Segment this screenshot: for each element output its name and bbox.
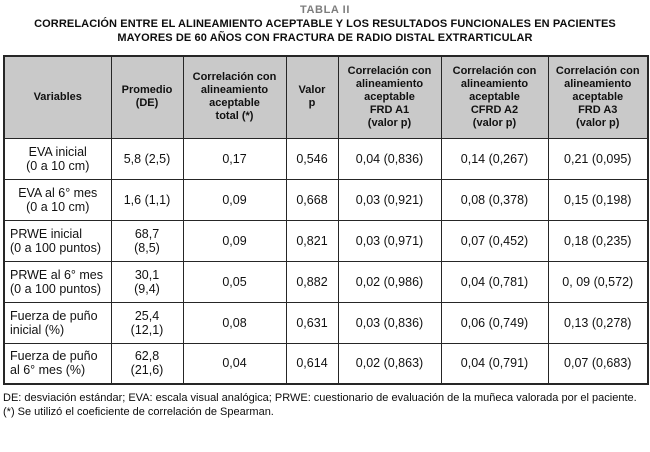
cell-corr-cfrd-a2: 0,04 (0,781) (440, 260, 549, 303)
col-header-corr-frd-a3: Correlación con alineamiento aceptable F… (547, 55, 649, 139)
cell-corr-total: 0,09 (182, 178, 287, 221)
col-header-corr-total: Correlación con alineamiento aceptable t… (182, 55, 287, 139)
cell-corr-cfrd-a2: 0,04 (0,791) (440, 342, 549, 385)
cell-valor-p: 0,668 (285, 178, 339, 221)
table-row-prwe-inicial: PRWE inicial (0 a 100 puntos) 68,7 (8,5)… (3, 219, 649, 262)
cell-corr-frd-a3: 0,15 (0,198) (547, 178, 649, 221)
table-number-label: TABLA II (299, 4, 350, 16)
table-row-fuerza-6mes: Fuerza de puño al 6° mes (%) 62,8 (21,6)… (3, 342, 649, 385)
col-header-variables: Variables (3, 55, 112, 139)
cell-corr-cfrd-a2: 0,14 (0,267) (440, 137, 549, 180)
cell-promedio: 30,1 (9,4) (110, 260, 184, 303)
table-row-eva-inicial: EVA inicial (0 a 10 cm) 5,8 (2,5) 0,17 0… (3, 137, 649, 180)
cell-corr-frd-a1: 0,04 (0,836) (337, 137, 442, 180)
col-header-promedio: Promedio (DE) (110, 55, 184, 139)
cell-corr-frd-a1: 0,02 (0,986) (337, 260, 442, 303)
col-header-corr-cfrd-a2: Correlación con alineamiento aceptable C… (440, 55, 549, 139)
cell-valor-p: 0,614 (285, 342, 339, 385)
cell-corr-frd-a3: 0,13 (0,278) (547, 301, 649, 344)
results-table: Variables Promedio (DE) Correlación con … (3, 55, 649, 385)
cell-variable: EVA al 6° mes (0 a 10 cm) (3, 178, 112, 221)
cell-corr-total: 0,04 (182, 342, 287, 385)
footnote-abbreviations: DE: desviación estándar; EVA: escala vis… (3, 392, 637, 404)
cell-corr-cfrd-a2: 0,08 (0,378) (440, 178, 549, 221)
cell-corr-total: 0,17 (182, 137, 287, 180)
table-row-fuerza-inicial: Fuerza de puño inicial (%) 25,4 (12,1) 0… (3, 301, 649, 344)
cell-variable: PRWE inicial (0 a 100 puntos) (3, 219, 112, 262)
table-row-eva-6mes: EVA al 6° mes (0 a 10 cm) 1,6 (1,1) 0,09… (3, 178, 649, 221)
cell-valor-p: 0,882 (285, 260, 339, 303)
cell-valor-p: 0,821 (285, 219, 339, 262)
cell-variable: Fuerza de puño al 6° mes (%) (3, 342, 112, 385)
col-header-corr-frd-a1: Correlación con alineamiento aceptable F… (337, 55, 442, 139)
table-footnotes: DE: desviación estándar; EVA: escala vis… (3, 392, 645, 419)
cell-corr-frd-a3: 0,21 (0,095) (547, 137, 649, 180)
cell-variable: EVA inicial (0 a 10 cm) (3, 137, 112, 180)
cell-variable: PRWE al 6° mes (0 a 100 puntos) (3, 260, 112, 303)
table-row-prwe-6mes: PRWE al 6° mes (0 a 100 puntos) 30,1 (9,… (3, 260, 649, 303)
cell-corr-cfrd-a2: 0,07 (0,452) (440, 219, 549, 262)
cell-corr-total: 0,05 (182, 260, 287, 303)
cell-corr-total: 0,08 (182, 301, 287, 344)
cell-promedio: 25,4 (12,1) (110, 301, 184, 344)
cell-promedio: 62,8 (21,6) (110, 342, 184, 385)
cell-promedio: 5,8 (2,5) (110, 137, 184, 180)
table-heading: CORRELACIÓN ENTRE EL ALINEAMIENTO ACEPTA… (34, 18, 616, 44)
cell-corr-frd-a3: 0, 09 (0,572) (547, 260, 649, 303)
cell-corr-frd-a1: 0,03 (0,971) (337, 219, 442, 262)
cell-corr-total: 0,09 (182, 219, 287, 262)
table-title-block: TABLA II CORRELACIÓN ENTRE EL ALINEAMIEN… (0, 0, 650, 45)
cell-valor-p: 0,631 (285, 301, 339, 344)
col-header-valor-p: Valor p (285, 55, 339, 139)
table-header-row: Variables Promedio (DE) Correlación con … (3, 55, 649, 139)
cell-promedio: 1,6 (1,1) (110, 178, 184, 221)
cell-corr-frd-a1: 0,03 (0,921) (337, 178, 442, 221)
cell-corr-frd-a3: 0,18 (0,235) (547, 219, 649, 262)
cell-corr-cfrd-a2: 0,06 (0,749) (440, 301, 549, 344)
cell-promedio: 68,7 (8,5) (110, 219, 184, 262)
cell-corr-frd-a3: 0,07 (0,683) (547, 342, 649, 385)
footnote-spearman: (*) Se utilizó el coeficiente de correla… (3, 405, 274, 418)
cell-valor-p: 0,546 (285, 137, 339, 180)
cell-corr-frd-a1: 0,02 (0,863) (337, 342, 442, 385)
cell-variable: Fuerza de puño inicial (%) (3, 301, 112, 344)
cell-corr-frd-a1: 0,03 (0,836) (337, 301, 442, 344)
